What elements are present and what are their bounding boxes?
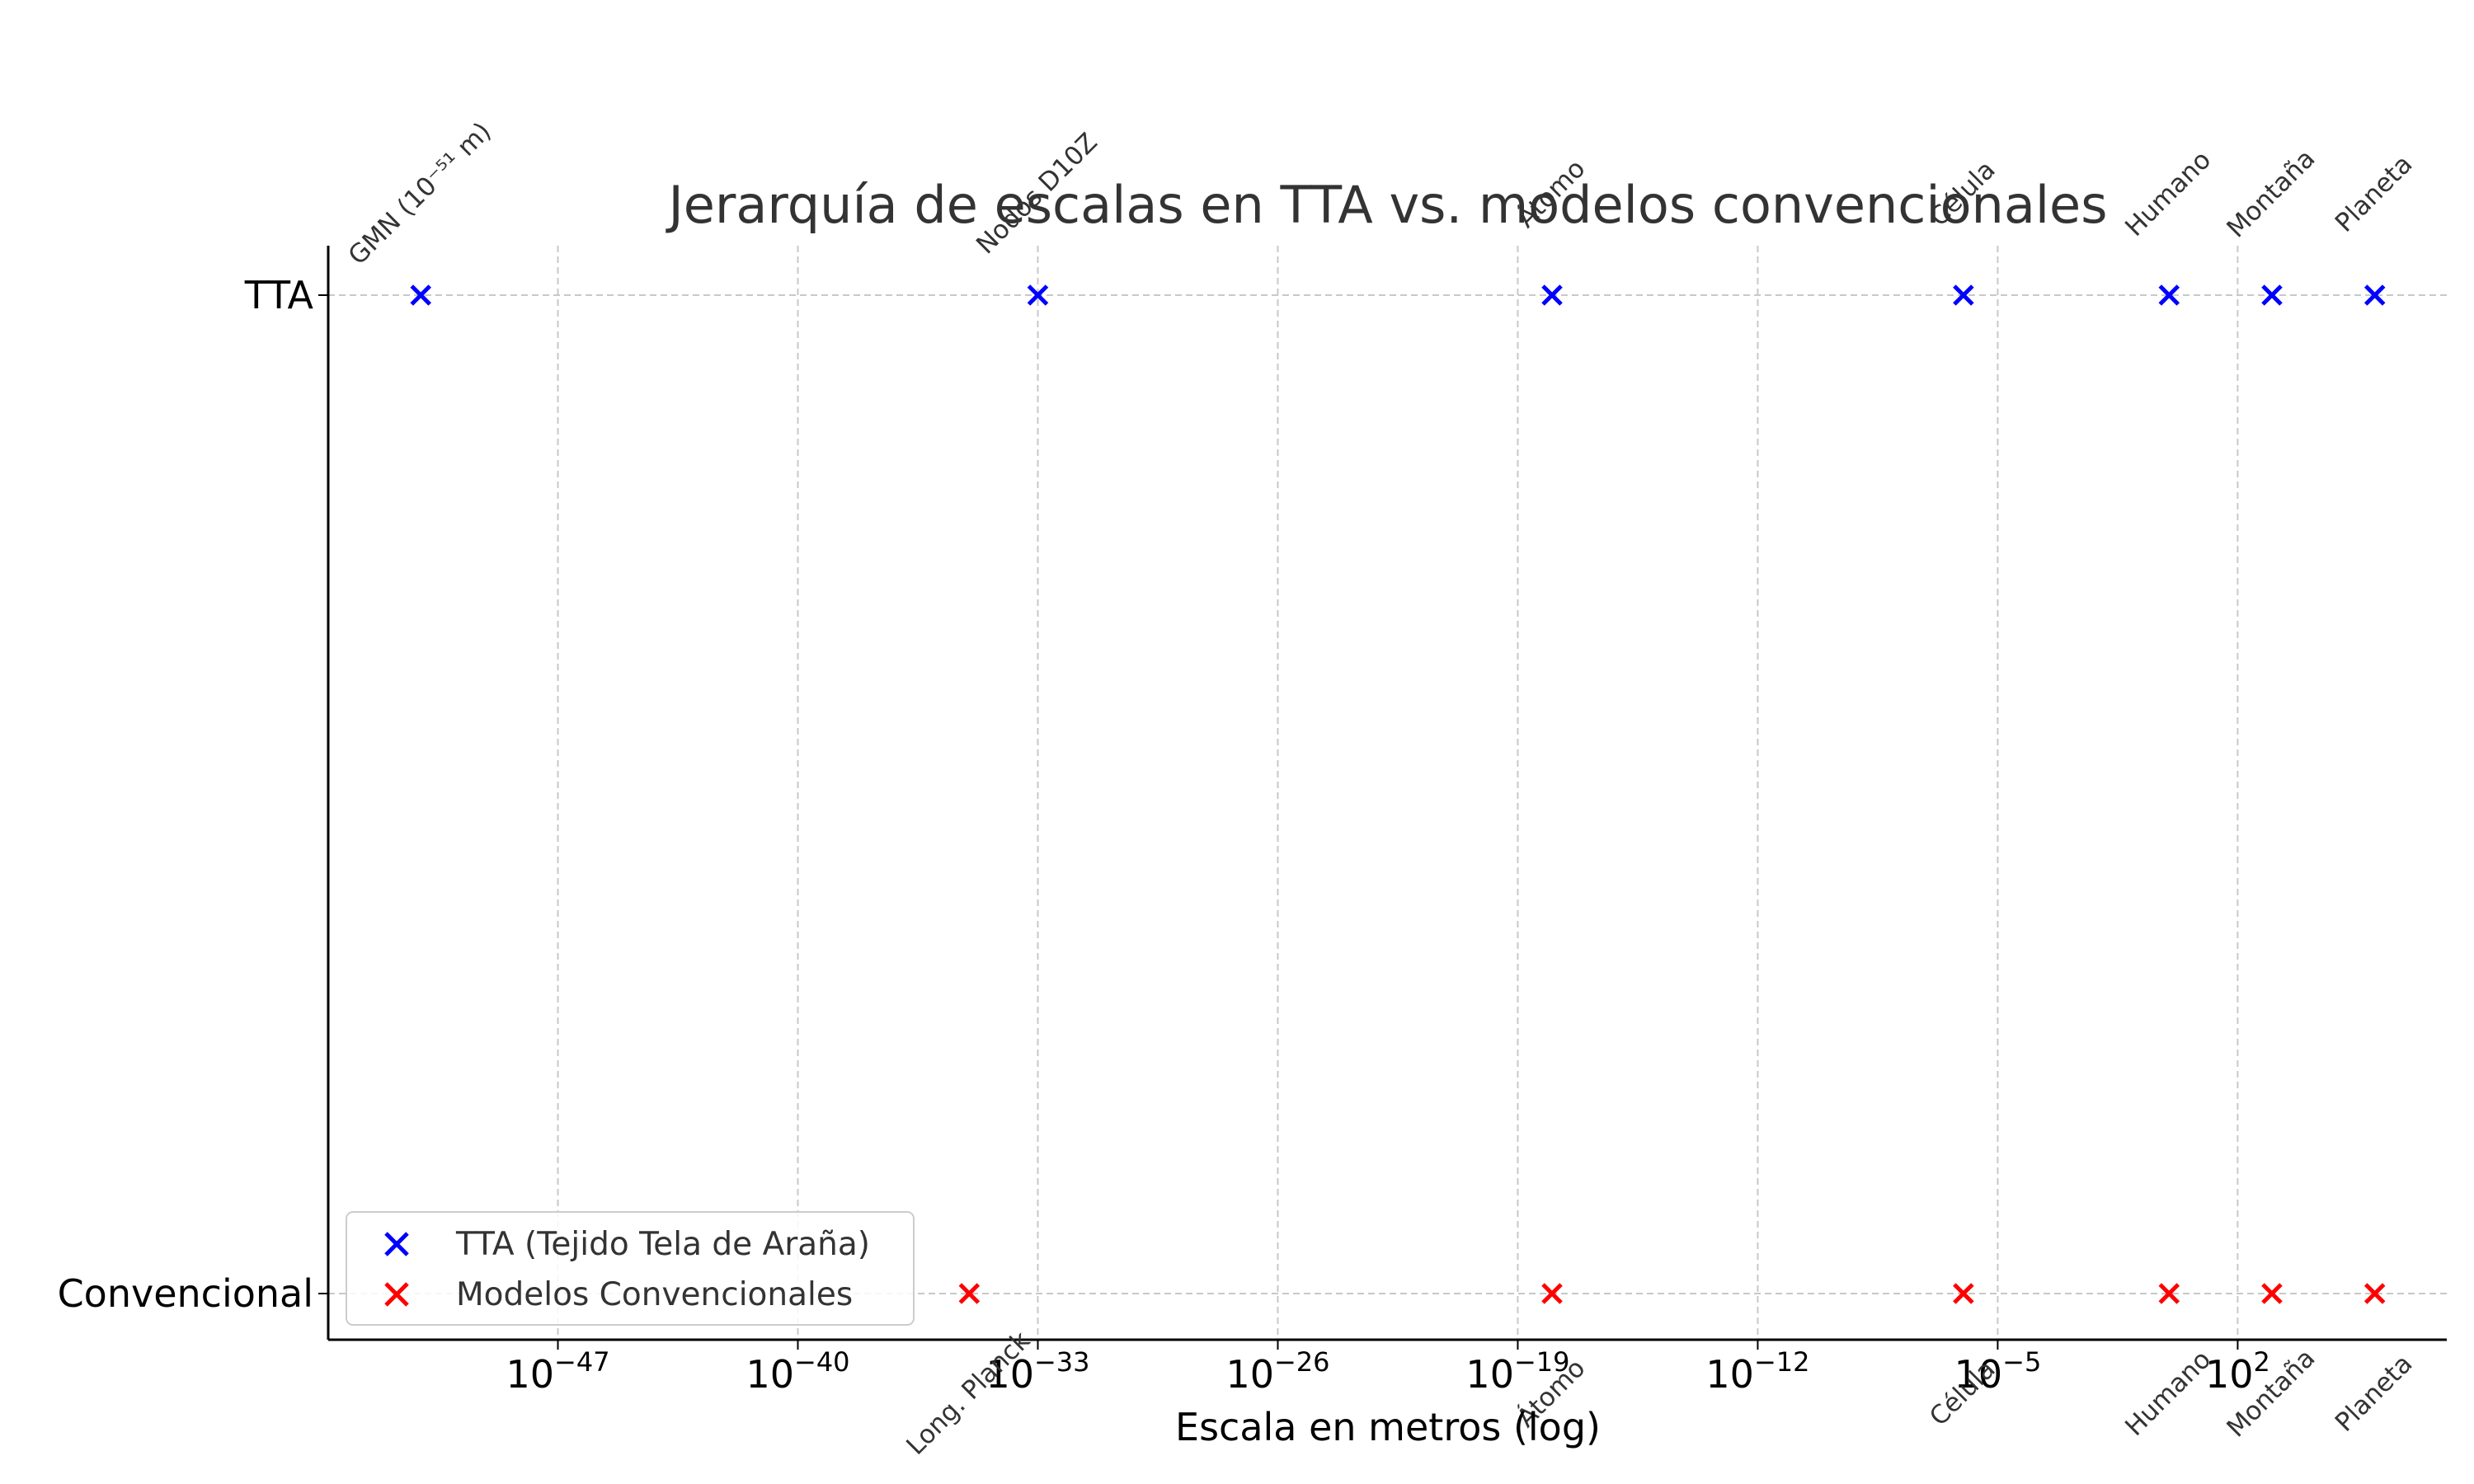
data-point [1027, 284, 1049, 306]
point-label: Humano [2119, 1345, 2217, 1442]
data-point [1953, 1283, 1974, 1304]
legend-items: TTA (Tejido Tela de Araña) Modelos Conven… [384, 1226, 870, 1313]
data-point [2158, 1283, 2180, 1304]
x-tick-label: 10−26 [1225, 1346, 1329, 1397]
x-axis-label: Escala en metros (log) [1175, 1405, 1601, 1449]
x-marker-stroke [958, 1283, 981, 1304]
legend-marker [384, 1232, 409, 1256]
x-marker-stroke [1953, 1283, 1974, 1304]
data-point [958, 1283, 981, 1304]
x-marker-stroke [2158, 1283, 2180, 1304]
legend: TTA (Tejido Tela de Araña) Modelos Conven… [346, 1211, 915, 1326]
point-label: Montaña [2221, 143, 2321, 243]
x-tick-label: 10−19 [1465, 1346, 1569, 1397]
x-tick-label: 10−40 [745, 1346, 849, 1397]
y-ticks: TTA Convencional [58, 273, 328, 1316]
data-points [410, 284, 2386, 1304]
data-point [2261, 1283, 2283, 1304]
data-point [1541, 1283, 1563, 1304]
data-point [410, 284, 432, 306]
data-point [1953, 284, 1974, 306]
data-point [1541, 284, 1563, 306]
x-marker-stroke [2261, 284, 2283, 306]
point-label: GMN (10⁻⁵¹ m) [343, 116, 497, 270]
data-point [2363, 284, 2386, 306]
x-tick-label: 10−12 [1705, 1346, 1809, 1397]
point-label: Planeta [2330, 149, 2419, 238]
data-point [2363, 1283, 2386, 1304]
data-point [2261, 284, 2283, 306]
legend-marker [384, 1282, 409, 1307]
x-marker-stroke [410, 284, 432, 306]
x-tick-label: 10−33 [985, 1346, 1089, 1397]
x-marker-stroke [2158, 284, 2180, 306]
x-marker-stroke [1541, 284, 1563, 306]
legend-label: TTA (Tejido Tela de Araña) [455, 1226, 870, 1263]
x-marker-stroke [384, 1282, 409, 1307]
x-marker-stroke [2363, 284, 2386, 306]
grid [328, 246, 2447, 1340]
legend-frame [346, 1211, 915, 1326]
x-tick-label: 10−5 [1954, 1346, 2042, 1397]
data-point [2158, 284, 2180, 306]
x-marker-stroke [1541, 1283, 1563, 1304]
point-label: Planeta [2330, 1349, 2419, 1438]
x-marker-stroke [384, 1232, 409, 1256]
y-tick-label: Convencional [58, 1271, 313, 1316]
x-ticks: 10−47 10−40 10−33 10−26 10−19 10−12 10−5 102 [506, 1340, 2270, 1397]
x-marker-stroke [2363, 1283, 2386, 1304]
x-tick-label: 102 [2205, 1346, 2270, 1397]
chart-title: Jerarquía de escalas en TTA vs. modelos … [665, 175, 2107, 235]
x-tick-label: 10−47 [506, 1346, 609, 1397]
axes [327, 246, 2447, 1341]
x-marker-stroke [1953, 284, 1974, 306]
x-marker-stroke [2261, 1283, 2283, 1304]
legend-label: Modelos Convencionales [456, 1276, 853, 1313]
y-tick-label: TTA [244, 273, 314, 317]
point-label: Humano [2119, 145, 2217, 242]
x-marker-stroke [1027, 284, 1049, 306]
